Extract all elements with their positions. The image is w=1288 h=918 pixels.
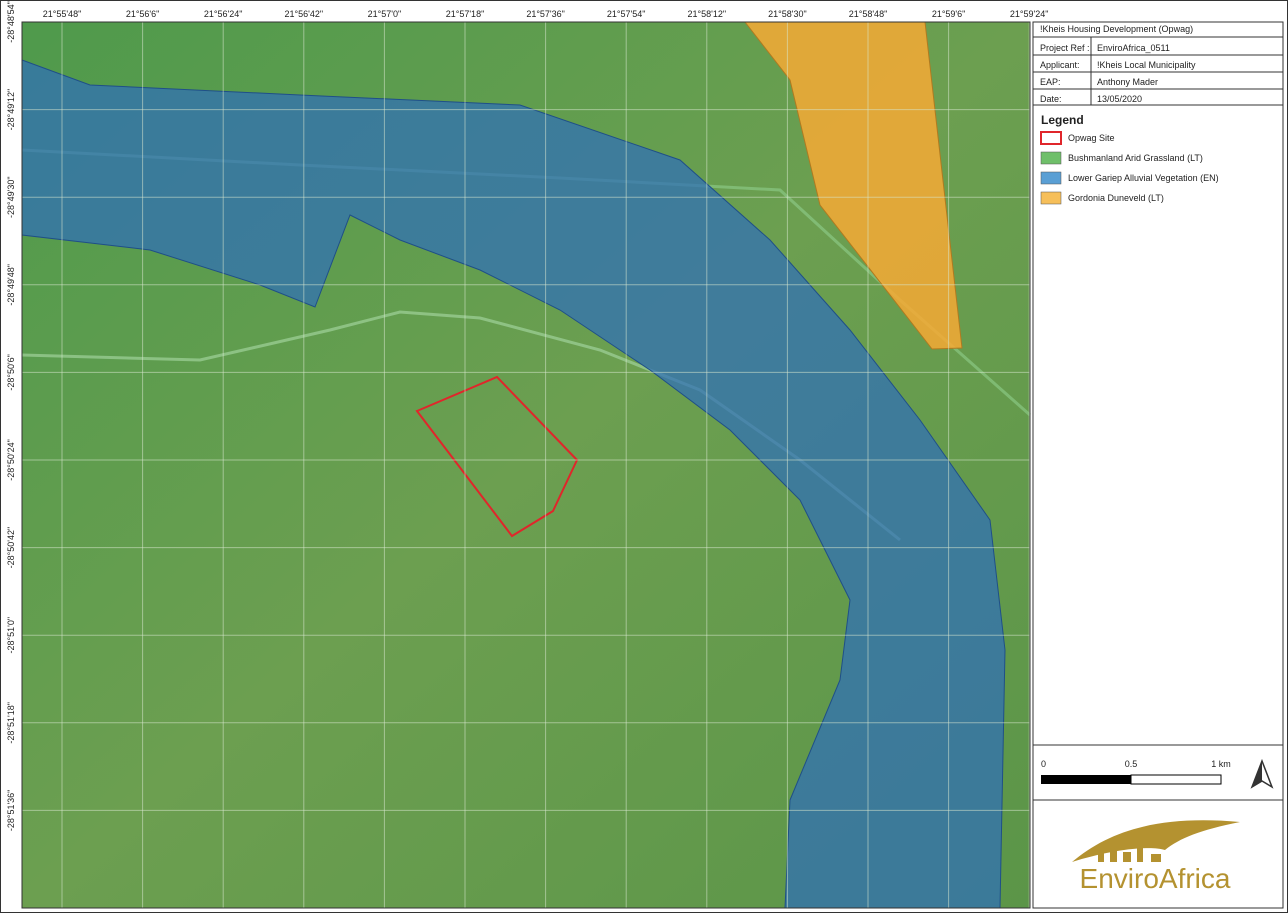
longitude-label: 21°55'48" [43,9,82,19]
latitude-label: -28°51'36" [6,790,16,832]
scale-bar-black [1041,775,1131,784]
longitude-label: 21°57'36" [526,9,565,19]
legend-label: Lower Gariep Alluvial Vegetation (EN) [1068,173,1219,183]
longitude-label: 21°59'24" [1010,9,1049,19]
north-arrow [1250,758,1274,789]
longitude-label: 21°56'24" [204,9,243,19]
longitude-label: 21°57'0" [368,9,402,19]
longitude-label: 21°58'30" [768,9,807,19]
info-value: Anthony Mader [1097,77,1158,87]
latitude-label: -28°48'54" [6,1,16,43]
longitude-label: 21°57'18" [446,9,485,19]
legend-label: Bushmanland Arid Grassland (LT) [1068,153,1203,163]
scale-label: 0.5 [1125,759,1138,769]
longitude-label: 21°57'54" [607,9,646,19]
scale-label: 0 [1041,759,1046,769]
latitude-label: -28°49'12" [6,89,16,131]
info-value: !Kheis Local Municipality [1097,60,1196,70]
latitude-label: -28°51'0" [6,617,16,654]
longitude-label: 21°58'48" [849,9,888,19]
info-value: 13/05/2020 [1097,94,1142,104]
logo-text: EnviroAfrica [1080,863,1231,894]
map-frame [21,21,1031,909]
site-boundary [415,375,579,538]
map-body [21,21,1031,909]
legend-swatch [1040,151,1062,165]
longitude-label: 21°56'42" [285,9,324,19]
latitude-label: -28°50'24" [6,439,16,481]
latitude-label: -28°49'48" [6,264,16,306]
info-label: Project Ref : [1040,43,1090,53]
map-title: !Kheis Housing Development (Opwag) [1040,24,1193,34]
latitude-label: -28°50'6" [6,354,16,391]
info-value: EnviroAfrica_0511 [1097,43,1170,53]
latitude-label: -28°51'18" [6,702,16,744]
legend-swatch [1040,191,1062,205]
latitude-label: -28°49'30" [6,176,16,218]
logo-graphic [1072,820,1240,862]
info-label: Date: [1040,94,1062,104]
alluvial-vegetation-area [21,59,1006,909]
longitude-label: 21°56'6" [126,9,160,19]
scale-label: 1 km [1211,759,1231,769]
scale-bar-white [1130,774,1222,785]
longitude-label: 21°59'6" [932,9,966,19]
legend-label: Gordonia Duneveld (LT) [1068,193,1164,203]
info-label: EAP: [1040,77,1061,87]
legend-label: Opwag Site [1068,133,1115,143]
longitude-label: 21°58'12" [688,9,727,19]
info-label: Applicant: [1040,60,1080,70]
legend-title: Legend [1041,113,1084,127]
legend-swatch [1040,171,1062,185]
side-panel [1032,21,1284,909]
latitude-label: -28°50'42" [6,527,16,569]
legend-swatch [1040,131,1062,145]
